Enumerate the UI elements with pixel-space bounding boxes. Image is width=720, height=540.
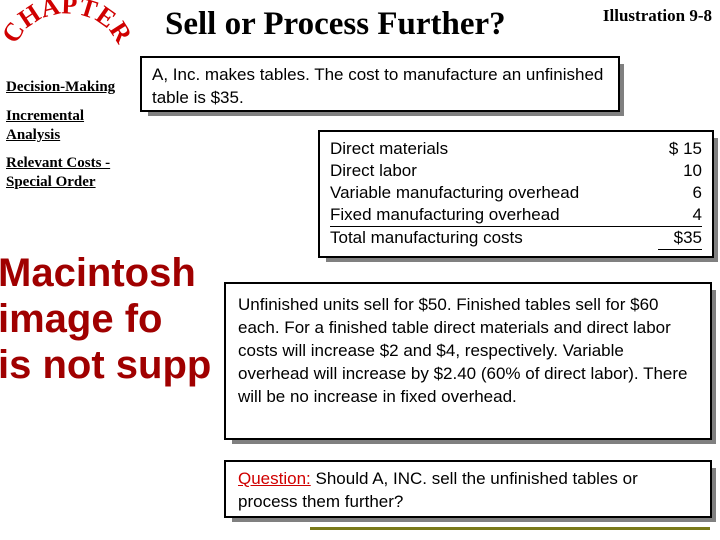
chapter-text: CHAPTER [2,0,132,48]
cost-value: $35 [658,227,702,250]
question-text: Question: Should A, INC. sell the unfini… [238,468,698,514]
intro-text: A, Inc. makes tables. The cost to manufa… [152,64,608,110]
intro-box: A, Inc. makes tables. The cost to manufa… [140,56,620,112]
sidebar-item-incremental-analysis[interactable]: Incremental Analysis [6,107,132,145]
question-label: Question: [238,469,311,488]
cost-label: Variable manufacturing overhead [330,182,658,204]
cost-label: Fixed manufacturing overhead [330,204,658,227]
mac-line-1: Macintosh [0,250,238,296]
table-row: Direct labor 10 [330,160,702,182]
cost-value: 4 [658,204,702,227]
illustration-label: Illustration 9-8 [603,6,712,26]
table-row: Variable manufacturing overhead 6 [330,182,702,204]
footer-rule [310,527,710,530]
table-row: Fixed manufacturing overhead 4 [330,204,702,227]
mac-line-2: image fo [0,296,238,342]
question-box: Question: Should A, INC. sell the unfini… [224,460,712,518]
page-title: Sell or Process Further? [165,6,506,43]
cost-table: Direct materials $ 15 Direct labor 10 Va… [330,138,702,250]
cost-label: Direct materials [330,138,658,160]
svg-text:CHAPTER: CHAPTER [2,0,132,48]
sidebar: Decision-Making Incremental Analysis Rel… [6,78,132,202]
details-box: Unfinished units sell for $50. Finished … [224,282,712,440]
mac-line-3: is not supp [0,342,238,388]
sidebar-item-decision-making[interactable]: Decision-Making [6,78,132,97]
background-placeholder-text: Macintosh image fo is not supp [0,250,238,388]
details-text: Unfinished units sell for $50. Finished … [238,294,698,409]
cost-value: 6 [658,182,702,204]
cost-label: Total manufacturing costs [330,227,658,250]
cost-label: Direct labor [330,160,658,182]
cost-table-box: Direct materials $ 15 Direct labor 10 Va… [318,130,714,258]
cost-value: $ 15 [658,138,702,160]
chapter-badge: CHAPTER [2,0,132,70]
table-row: Direct materials $ 15 [330,138,702,160]
cost-value: 10 [658,160,702,182]
sidebar-item-relevant-costs[interactable]: Relevant Costs - Special Order [6,154,132,192]
table-row-total: Total manufacturing costs $35 [330,227,702,250]
